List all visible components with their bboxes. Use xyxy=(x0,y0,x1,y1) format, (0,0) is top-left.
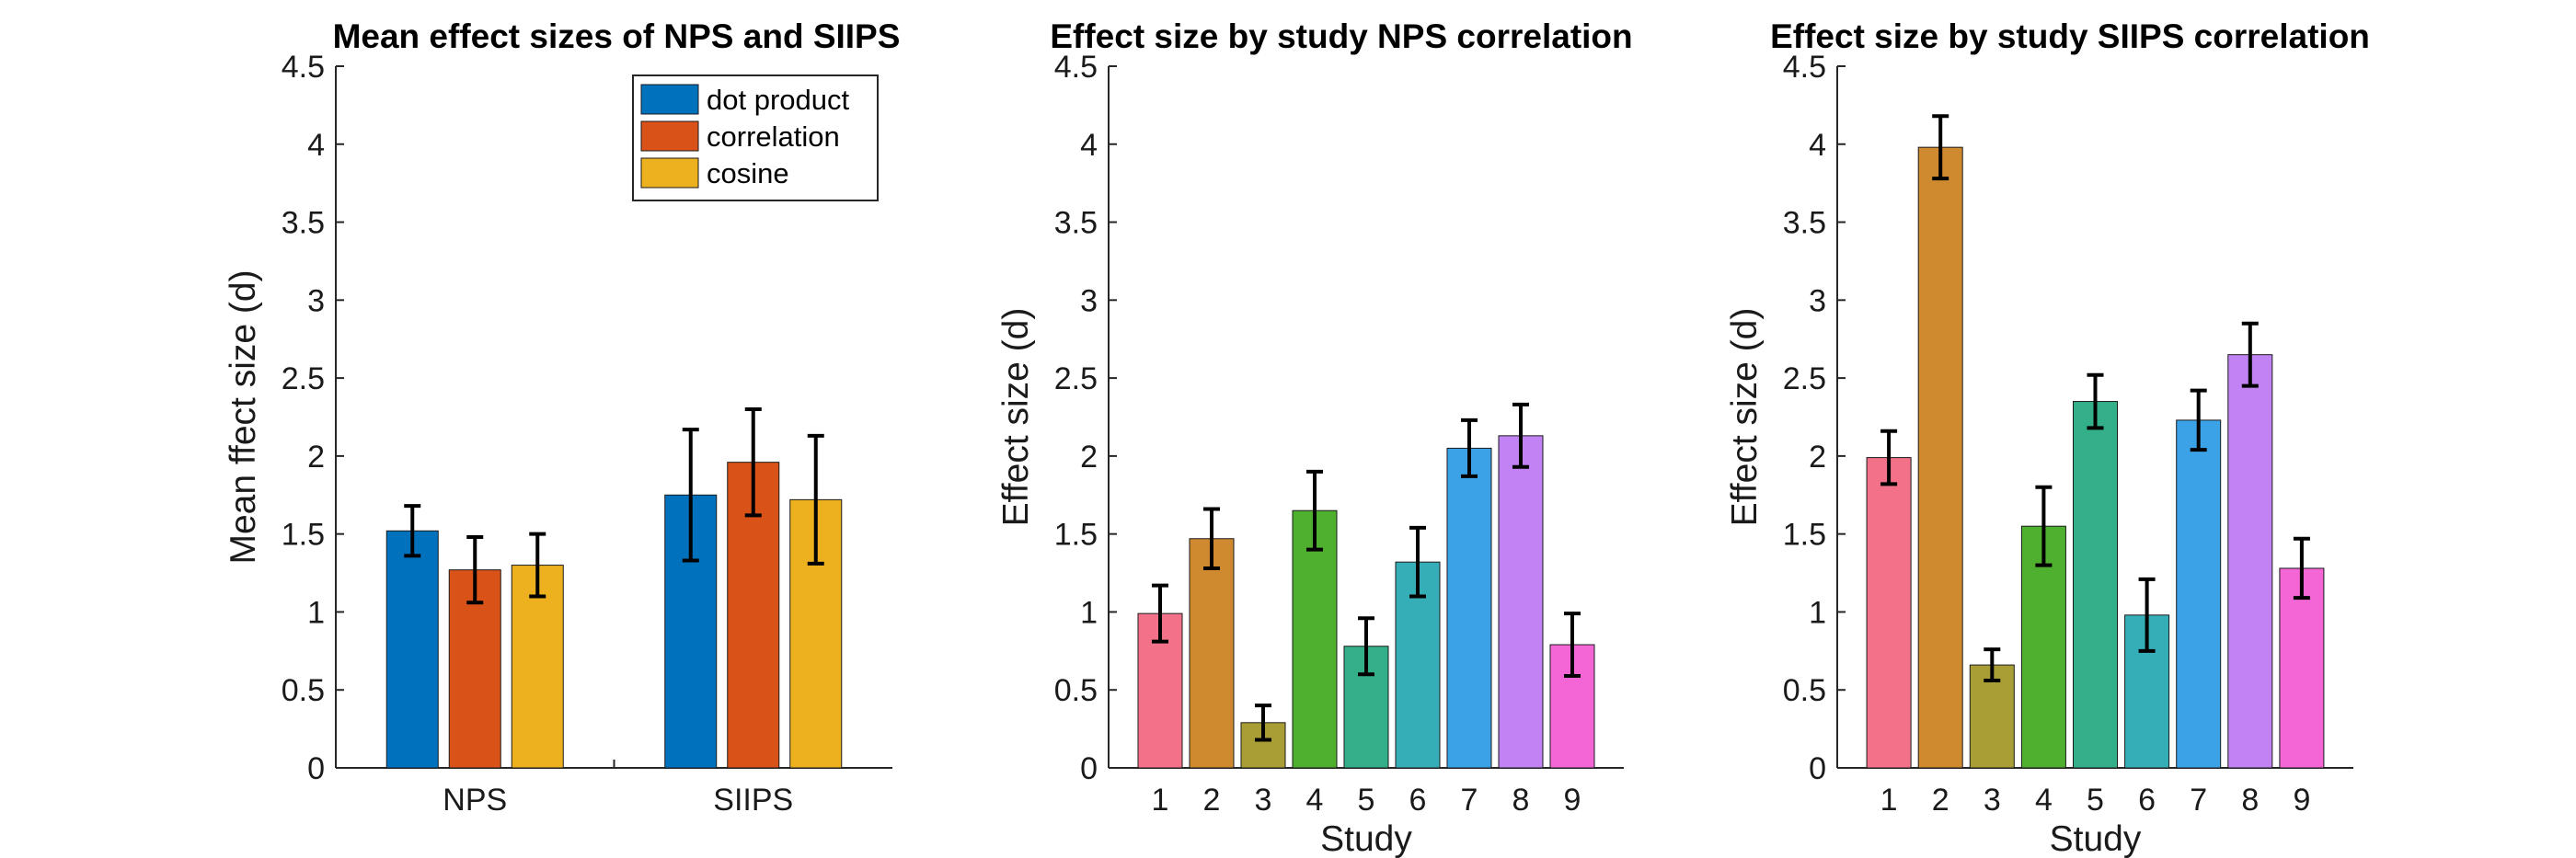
y-tick-label: 0.5 xyxy=(282,673,325,708)
bar-study-7 xyxy=(1446,447,1492,769)
y-tick-label: 4.5 xyxy=(1054,50,1098,85)
y-tick-label: 0.5 xyxy=(1783,673,1826,708)
x-tick-label: 4 xyxy=(2035,783,2053,818)
y-tick-label: 0 xyxy=(1809,751,1826,786)
y-tick-label: 3 xyxy=(1809,283,1826,318)
bar-study-8 xyxy=(2227,354,2273,769)
y-tick-label: 3 xyxy=(307,283,325,318)
y-tick-label: 0.5 xyxy=(1054,673,1098,708)
x-tick-label: 6 xyxy=(1409,783,1427,818)
x-tick-label: 5 xyxy=(2087,783,2104,818)
bar-study-2 xyxy=(1189,538,1235,769)
y-tick-label: 1 xyxy=(307,595,325,630)
x-tick-label: 2 xyxy=(1203,783,1221,818)
bar-study-7 xyxy=(2176,419,2222,769)
y-tick-label: 3.5 xyxy=(1783,206,1826,241)
x-tick-label: 4 xyxy=(1306,783,1324,818)
legend-swatch xyxy=(640,84,699,115)
y-tick-label: 4 xyxy=(307,128,325,163)
y-tick-label: 1.5 xyxy=(1783,518,1826,553)
bar-study-2 xyxy=(1917,146,1963,769)
x-tick-label: 3 xyxy=(1984,783,2001,818)
x-tick-label: 5 xyxy=(1358,783,1375,818)
x-tick-label: 1 xyxy=(1152,783,1169,818)
y-tick-label: 2 xyxy=(1080,440,1098,475)
chart-title: Mean effect sizes of NPS and SIIPS xyxy=(333,17,901,55)
x-tick-label: 3 xyxy=(1255,783,1272,818)
y-tick-label: 1.5 xyxy=(282,518,325,553)
y-tick-label: 1 xyxy=(1809,595,1826,630)
y-axis-label: Effect size (d) xyxy=(996,308,1036,527)
y-tick-label: 3 xyxy=(1080,283,1098,318)
x-tick-label: 1 xyxy=(1880,783,1898,818)
y-tick-label: 2.5 xyxy=(1783,361,1826,396)
x-tick-label: 9 xyxy=(1564,783,1581,818)
chart-title: Effect size by study SIIPS correlation xyxy=(1770,17,2370,55)
y-tick-label: 0 xyxy=(307,751,325,786)
x-tick-label: NPS xyxy=(443,783,507,818)
x-tick-label: 6 xyxy=(2138,783,2156,818)
bar-study-8 xyxy=(1498,435,1544,769)
y-tick-label: 1 xyxy=(1080,595,1098,630)
panel-1: Mean effect sizes of NPS and SIIPS 0 0.5 1 1… xyxy=(224,17,900,818)
y-tick-label: 2.5 xyxy=(282,361,325,396)
legend-swatch xyxy=(640,120,699,152)
x-tick-label: 7 xyxy=(2190,783,2207,818)
panel-3: Effect size by study SIIPS correlation 0 0… xyxy=(1725,17,2370,858)
y-tick-label: 3.5 xyxy=(282,206,325,241)
legend-entry: correlation xyxy=(707,120,840,153)
panel-2: Effect size by study NPS correlation 0 0.5… xyxy=(996,17,1633,858)
y-tick-label: 4.5 xyxy=(1783,50,1826,85)
y-tick-label: 2 xyxy=(1809,440,1826,475)
y-axis-label: Mean ffect size (d) xyxy=(224,269,263,564)
legend-entry: cosine xyxy=(707,157,789,189)
bar-cosine-NPS xyxy=(511,565,564,769)
bar-study-1 xyxy=(1866,457,1912,769)
legend-entry: dot product xyxy=(707,84,849,116)
bar-dot-product-NPS xyxy=(385,530,439,769)
y-tick-label: 2 xyxy=(307,440,325,475)
legend: dot product correlation cosine xyxy=(632,74,879,201)
y-tick-label: 0 xyxy=(1080,751,1098,786)
y-tick-label: 3.5 xyxy=(1054,206,1098,241)
y-tick-label: 4 xyxy=(1080,128,1098,163)
y-tick-label: 4 xyxy=(1809,128,1826,163)
bar-study-9 xyxy=(2279,567,2325,769)
x-tick-label: 8 xyxy=(1512,783,1530,818)
x-tick-label: 8 xyxy=(2241,783,2259,818)
x-tick-label: 9 xyxy=(2293,783,2310,818)
bar-study-4 xyxy=(1292,509,1338,769)
x-tick-label: 7 xyxy=(1461,783,1478,818)
legend-swatch xyxy=(640,157,699,189)
chart-title: Effect size by study NPS correlation xyxy=(1050,17,1632,55)
y-axis-label: Effect size (d) xyxy=(1725,308,1765,527)
y-tick-label: 2.5 xyxy=(1054,361,1098,396)
x-axis-label: Study xyxy=(1320,819,1412,858)
x-tick-label: 2 xyxy=(1932,783,1949,818)
y-tick-label: 1.5 xyxy=(1054,518,1098,553)
x-tick-label: SIIPS xyxy=(713,783,793,818)
bar-study-3 xyxy=(1240,722,1286,769)
x-axis-label: Study xyxy=(2050,819,2142,858)
y-tick-label: 4.5 xyxy=(282,50,325,85)
bar-study-5 xyxy=(2073,401,2118,769)
